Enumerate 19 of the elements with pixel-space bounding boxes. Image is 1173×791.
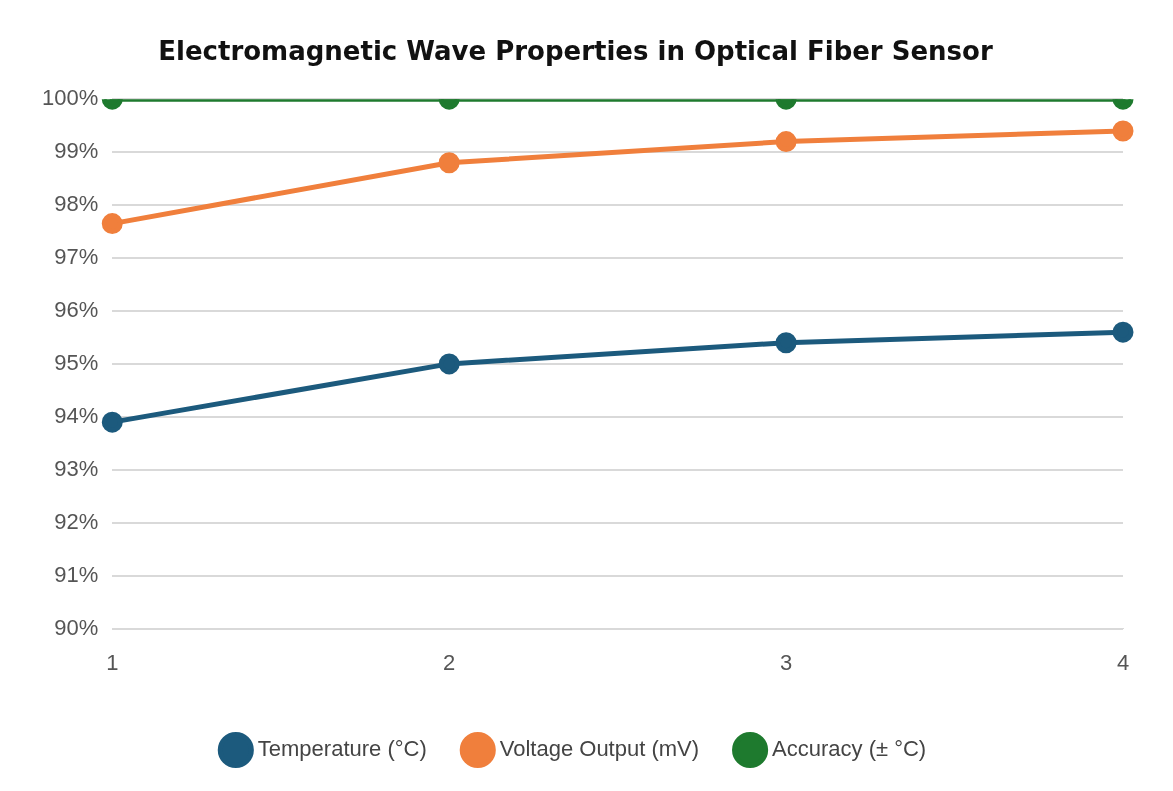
y-tick-label: 93%	[54, 455, 99, 481]
y-tick-label: 92%	[54, 508, 99, 534]
y-tick-label: 95%	[54, 349, 99, 375]
x-tick-label: 1	[106, 649, 119, 675]
y-tick-label: 98%	[54, 191, 99, 217]
y-tick-label: 90%	[54, 614, 99, 640]
y-tick-label: 99%	[54, 138, 99, 164]
legend-label: Temperature (°C)	[257, 736, 427, 762]
x-tick-label: 4	[1116, 649, 1130, 675]
y-tick-label: 97%	[54, 244, 99, 270]
legend-label: Accuracy (± °C)	[772, 736, 927, 762]
y-tick-label: 100%	[41, 85, 99, 111]
x-tick-label: 3	[779, 649, 793, 675]
y-tick-label: 91%	[54, 561, 99, 587]
legend-label: Voltage Output (mV)	[499, 736, 700, 762]
y-tick-label: 94%	[54, 402, 99, 428]
x-tick-label: 2	[443, 649, 456, 675]
chart-title: Electromagnetic Wave Properties in Optical Fiber Sensor	[158, 36, 993, 67]
y-tick-label: 96%	[54, 297, 99, 323]
